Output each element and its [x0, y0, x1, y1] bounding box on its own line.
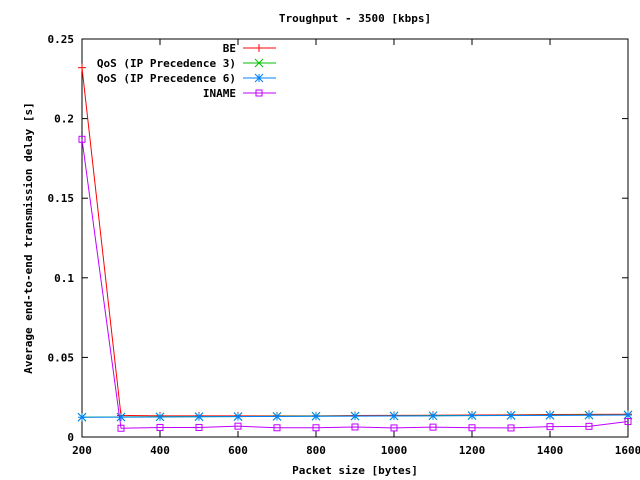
data-point — [156, 423, 164, 431]
x-tick-labels: 200 400 600 800 1000 1200 1400 1600 — [72, 444, 640, 457]
series-line — [81, 139, 629, 429]
x-tick-label: 1000 — [381, 444, 408, 457]
data-point — [233, 412, 243, 421]
data-point — [390, 424, 398, 432]
y-tick-label: 0.05 — [48, 351, 75, 364]
x-tick-label: 1400 — [537, 444, 564, 457]
chart-title: Troughput - 3500 [kbps] — [279, 12, 431, 25]
data-point — [389, 411, 399, 421]
data-point — [546, 423, 554, 431]
data-point — [234, 422, 242, 430]
data-point — [624, 418, 632, 426]
legend-label: INAME — [203, 87, 236, 100]
data-point — [507, 424, 515, 432]
y-tick-label: 0.15 — [48, 192, 75, 205]
data-point — [584, 410, 594, 420]
data-point — [77, 412, 87, 422]
legend-marker — [255, 89, 263, 97]
data-point — [351, 423, 359, 431]
data-point — [350, 411, 360, 421]
legend-marker — [254, 58, 264, 68]
data-point — [467, 411, 477, 421]
data-point — [195, 423, 203, 431]
series-3 — [78, 135, 632, 432]
data-point — [311, 411, 321, 421]
y-tick-labels: 0 0.05 0.1 0.15 0.2 0.25 — [48, 33, 75, 444]
x-tick-label: 400 — [150, 444, 170, 457]
x-tick-label: 1200 — [459, 444, 486, 457]
legend-label: QoS (IP Precedence 6) — [97, 72, 236, 85]
x-tick-label: 600 — [228, 444, 248, 457]
data-point — [272, 412, 282, 421]
y-tick-label: 0.1 — [54, 272, 74, 285]
data-point — [312, 424, 320, 432]
x-tick-label: 800 — [306, 444, 326, 457]
data-point — [429, 423, 437, 431]
series-line — [81, 67, 629, 417]
data-point — [428, 411, 438, 421]
legend-marker — [254, 73, 264, 83]
data-point — [468, 424, 476, 432]
x-tick-label: 1600 — [615, 444, 640, 457]
data-point — [585, 422, 593, 430]
y-axis-label: Average end-to-end transmission delay [s… — [22, 102, 35, 374]
y-tick-label: 0.2 — [54, 113, 74, 126]
y-tick-label: 0.25 — [48, 33, 75, 46]
series-0 — [78, 63, 632, 420]
legend-marker — [255, 44, 263, 52]
series-2 — [77, 410, 633, 422]
ticks — [81, 38, 629, 438]
data-point — [78, 63, 86, 72]
legend-label: BE — [223, 42, 236, 55]
x-tick-label: 200 — [72, 444, 92, 457]
legend-label: QoS (IP Precedence 3) — [97, 57, 236, 70]
y-tick-label: 0 — [67, 431, 74, 444]
data-point — [116, 412, 126, 422]
data-point — [155, 412, 165, 422]
data-point — [78, 135, 86, 143]
legend: BE QoS (IP Precedence 3) QoS (IP Precedenc… — [97, 42, 276, 100]
data-point — [194, 412, 204, 422]
plot-frame — [81, 38, 629, 438]
series-layer — [77, 63, 633, 432]
data-point — [273, 424, 281, 432]
data-point — [545, 410, 555, 420]
data-point — [117, 424, 125, 432]
data-point — [506, 411, 516, 420]
data-point — [623, 410, 633, 420]
x-axis-label: Packet size [bytes] — [292, 464, 418, 477]
